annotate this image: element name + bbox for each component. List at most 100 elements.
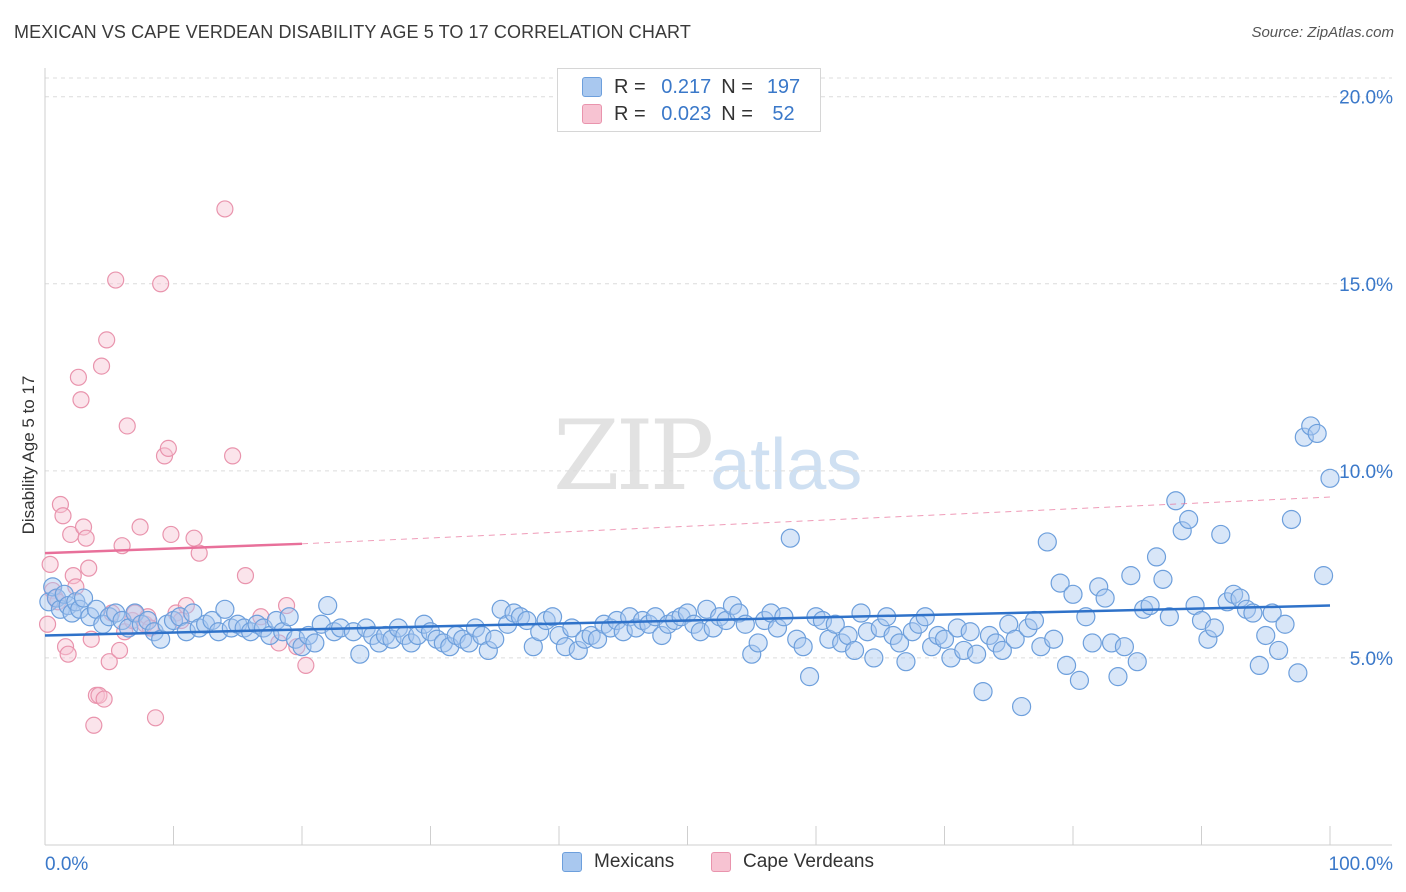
point-mexicans xyxy=(202,610,222,631)
point-mexicans xyxy=(793,637,813,657)
point-mexicans xyxy=(1114,637,1135,657)
point-mexicans xyxy=(864,648,884,668)
point-mexicans xyxy=(1069,670,1090,690)
point-mexicans xyxy=(896,652,916,672)
point-mexicans xyxy=(1121,566,1141,586)
watermark-zip: ZIP xyxy=(553,400,714,512)
y-tick-label: 5.0% xyxy=(1350,649,1393,670)
point-mexicans xyxy=(1018,618,1038,638)
point-mexicans xyxy=(729,603,749,623)
point-mexicans xyxy=(1268,640,1289,661)
point-cape-verdeans xyxy=(64,567,82,585)
point-mexicans xyxy=(1108,667,1128,687)
point-mexicans xyxy=(1011,696,1032,717)
point-cape-verdeans xyxy=(190,544,208,562)
point-cape-verdeans xyxy=(59,645,77,663)
point-mexicans xyxy=(43,577,63,597)
point-mexicans xyxy=(787,629,807,649)
x-tick-label: 100.0% xyxy=(1329,854,1394,875)
legend-n-label: N = xyxy=(721,75,753,98)
point-cape-verdeans xyxy=(152,275,170,293)
point-mexicans xyxy=(70,599,90,619)
point-mexicans xyxy=(1262,603,1282,623)
bottom-legend-swatch-mexicans xyxy=(562,852,582,872)
point-mexicans xyxy=(73,588,94,608)
point-cape-verdeans xyxy=(100,653,118,671)
legend-swatch-mexicans xyxy=(582,77,602,97)
point-mexicans xyxy=(1153,569,1173,589)
point-mexicans xyxy=(1024,610,1045,631)
point-mexicans xyxy=(1275,614,1295,634)
point-mexicans xyxy=(748,633,768,653)
point-cape-verdeans xyxy=(95,690,113,708)
point-mexicans xyxy=(883,625,903,646)
point-mexicans xyxy=(1166,491,1186,511)
point-mexicans xyxy=(986,633,1006,653)
point-mexicans xyxy=(652,625,672,646)
chart-title: MEXICAN VS CAPE VERDEAN DISABILITY AGE 5… xyxy=(14,22,691,42)
point-mexicans xyxy=(1256,625,1276,646)
point-mexicans xyxy=(465,618,486,638)
legend: R = 0.217 N = 197 R = 0.023 N = 52 xyxy=(557,68,821,132)
point-cape-verdeans xyxy=(131,518,149,536)
legend-n-value: 52 xyxy=(772,102,795,125)
point-cape-verdeans xyxy=(185,529,203,547)
point-mexicans xyxy=(318,595,338,616)
point-cape-verdeans xyxy=(162,525,180,544)
point-mexicans xyxy=(742,644,762,664)
point-cape-verdeans xyxy=(54,507,72,525)
point-mexicans xyxy=(857,622,878,642)
point-cape-verdeans xyxy=(224,447,242,465)
trend-line-mexicans xyxy=(44,604,1331,637)
point-cape-verdeans xyxy=(67,578,85,596)
point-mexicans xyxy=(825,614,845,634)
point-mexicans xyxy=(1320,468,1340,488)
point-mexicans xyxy=(1288,663,1308,683)
legend-r-label: R = xyxy=(614,75,646,98)
point-cape-verdeans xyxy=(74,518,93,536)
watermark: ZIPatlas xyxy=(553,400,862,512)
point-cape-verdeans xyxy=(146,709,165,727)
point-mexicans xyxy=(979,625,1000,646)
point-mexicans xyxy=(774,607,794,627)
point-mexicans xyxy=(960,622,980,642)
source-label: Source: ZipAtlas.com xyxy=(1251,24,1394,41)
point-mexicans xyxy=(690,622,710,642)
point-mexicans xyxy=(889,633,910,653)
bottom-legend-mexicans: Mexicans xyxy=(562,851,674,873)
point-mexicans xyxy=(305,633,325,653)
bottom-legend-swatch-cape-verdeans xyxy=(711,852,731,872)
point-mexicans xyxy=(1172,521,1192,541)
point-mexicans xyxy=(1313,566,1334,586)
point-mexicans xyxy=(915,607,935,627)
point-cape-verdeans xyxy=(92,357,111,375)
legend-row-cape-verdeans: R = 0.023 N = 52 xyxy=(582,102,809,126)
point-mexicans xyxy=(382,629,402,649)
watermark-atlas: atlas xyxy=(710,425,863,505)
point-mexicans xyxy=(414,614,434,634)
point-mexicans xyxy=(607,610,627,631)
point-mexicans xyxy=(1089,577,1109,597)
point-mexicans xyxy=(1301,416,1321,436)
point-mexicans xyxy=(1037,532,1057,552)
point-cape-verdeans xyxy=(51,495,70,514)
point-mexicans xyxy=(292,637,312,657)
y-axis-label: Disability Age 5 to 17 xyxy=(19,376,38,535)
point-mexicans xyxy=(369,633,389,653)
point-mexicans xyxy=(1127,652,1147,672)
point-cape-verdeans xyxy=(85,716,103,734)
point-mexicans xyxy=(639,614,659,634)
point-cape-verdeans xyxy=(177,596,195,615)
point-mexicans xyxy=(1101,633,1122,653)
point-cape-verdeans xyxy=(159,439,177,458)
legend-n-value: 197 xyxy=(766,75,801,98)
point-mexicans xyxy=(780,528,800,548)
point-mexicans xyxy=(1198,629,1218,649)
point-mexicans xyxy=(934,629,955,649)
point-mexicans xyxy=(555,637,576,657)
legend-r-value: 0.217 xyxy=(661,75,712,98)
point-mexicans xyxy=(1095,588,1115,608)
point-cape-verdeans xyxy=(297,656,315,675)
point-mexicans xyxy=(677,603,698,623)
